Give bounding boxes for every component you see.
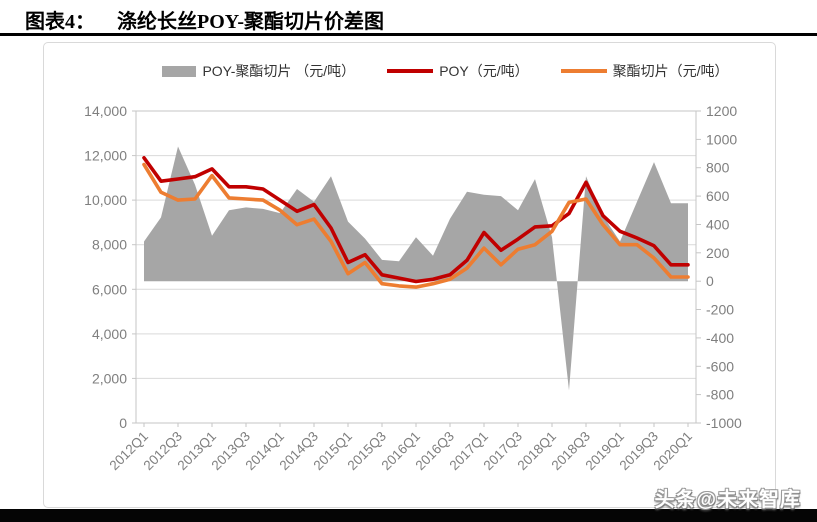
svg-text:1200: 1200 (706, 103, 737, 119)
legend-label-chip: 聚酯切片（元/吨） (612, 63, 729, 79)
svg-text:6,000: 6,000 (92, 281, 127, 297)
legend-label-poy: POY（元/吨） (439, 63, 529, 79)
svg-text:600: 600 (706, 188, 730, 204)
line-series-chip (142, 162, 690, 289)
y-axis-left-labels: 0 2,000 4,000 6,000 8,000 10,000 12,000 14,000 (84, 103, 127, 431)
svg-text:10,000: 10,000 (84, 192, 127, 208)
svg-text:2020Q1: 2020Q1 (651, 429, 696, 474)
x-axis-labels: 2012Q12012Q32013Q12013Q32014Q12014Q32015… (107, 429, 696, 474)
price-spread-chart: 0 2,000 4,000 6,000 8,000 10,000 12,000 14,000 -… (84, 103, 742, 474)
watermark: 头条@未来智库 (654, 489, 801, 511)
legend-label-spread: POY-聚酯切片 （元/吨） (202, 63, 356, 79)
svg-text:8,000: 8,000 (92, 237, 127, 253)
svg-text:-1000: -1000 (706, 415, 742, 431)
figure-title: 图表4： 涤纶长丝POY-聚酯切片价差图 (25, 5, 384, 34)
bottom-bar (0, 509, 817, 522)
svg-text:-400: -400 (706, 330, 734, 346)
line-swatch-poy-icon (387, 69, 434, 73)
legend-item-spread: POY-聚酯切片 （元/吨） (162, 61, 355, 81)
svg-text:2,000: 2,000 (92, 370, 127, 386)
svg-text:400: 400 (706, 217, 730, 233)
figure-title-text: 涤纶长丝POY-聚酯切片价差图 (117, 11, 385, 33)
line-swatch-chip-icon (560, 69, 607, 73)
legend-item-poy: POY（元/吨） (387, 61, 529, 81)
svg-text:1000: 1000 (706, 131, 737, 147)
chart-legend: POY-聚酯切片 （元/吨） POY（元/吨） 聚酯切片（元/吨） (44, 61, 777, 81)
figure-title-label: 图表4： (25, 11, 95, 33)
svg-text:-800: -800 (706, 387, 734, 403)
title-divider (0, 33, 817, 36)
svg-text:-600: -600 (706, 358, 734, 374)
svg-text:800: 800 (706, 160, 730, 176)
svg-text:0: 0 (119, 415, 127, 431)
area-swatch-icon (162, 65, 197, 77)
y-axis-right-labels: -1000 -800 -600 -400 -200 0 200 400 600 800 1000 12… (706, 103, 742, 431)
legend-item-chip: 聚酯切片（元/吨） (560, 61, 729, 81)
svg-text:-200: -200 (706, 302, 734, 318)
svg-text:12,000: 12,000 (84, 148, 127, 164)
svg-text:0: 0 (706, 273, 714, 289)
line-series-poy (142, 156, 690, 284)
chart-card: POY-聚酯切片 （元/吨） POY（元/吨） 聚酯切片（元/吨） 0 2,000… (43, 42, 776, 508)
svg-text:4,000: 4,000 (92, 326, 127, 342)
area-series-poy-chip-spread (144, 146, 688, 391)
svg-text:14,000: 14,000 (84, 103, 127, 119)
svg-text:200: 200 (706, 245, 730, 261)
axis-ticks (132, 110, 701, 427)
